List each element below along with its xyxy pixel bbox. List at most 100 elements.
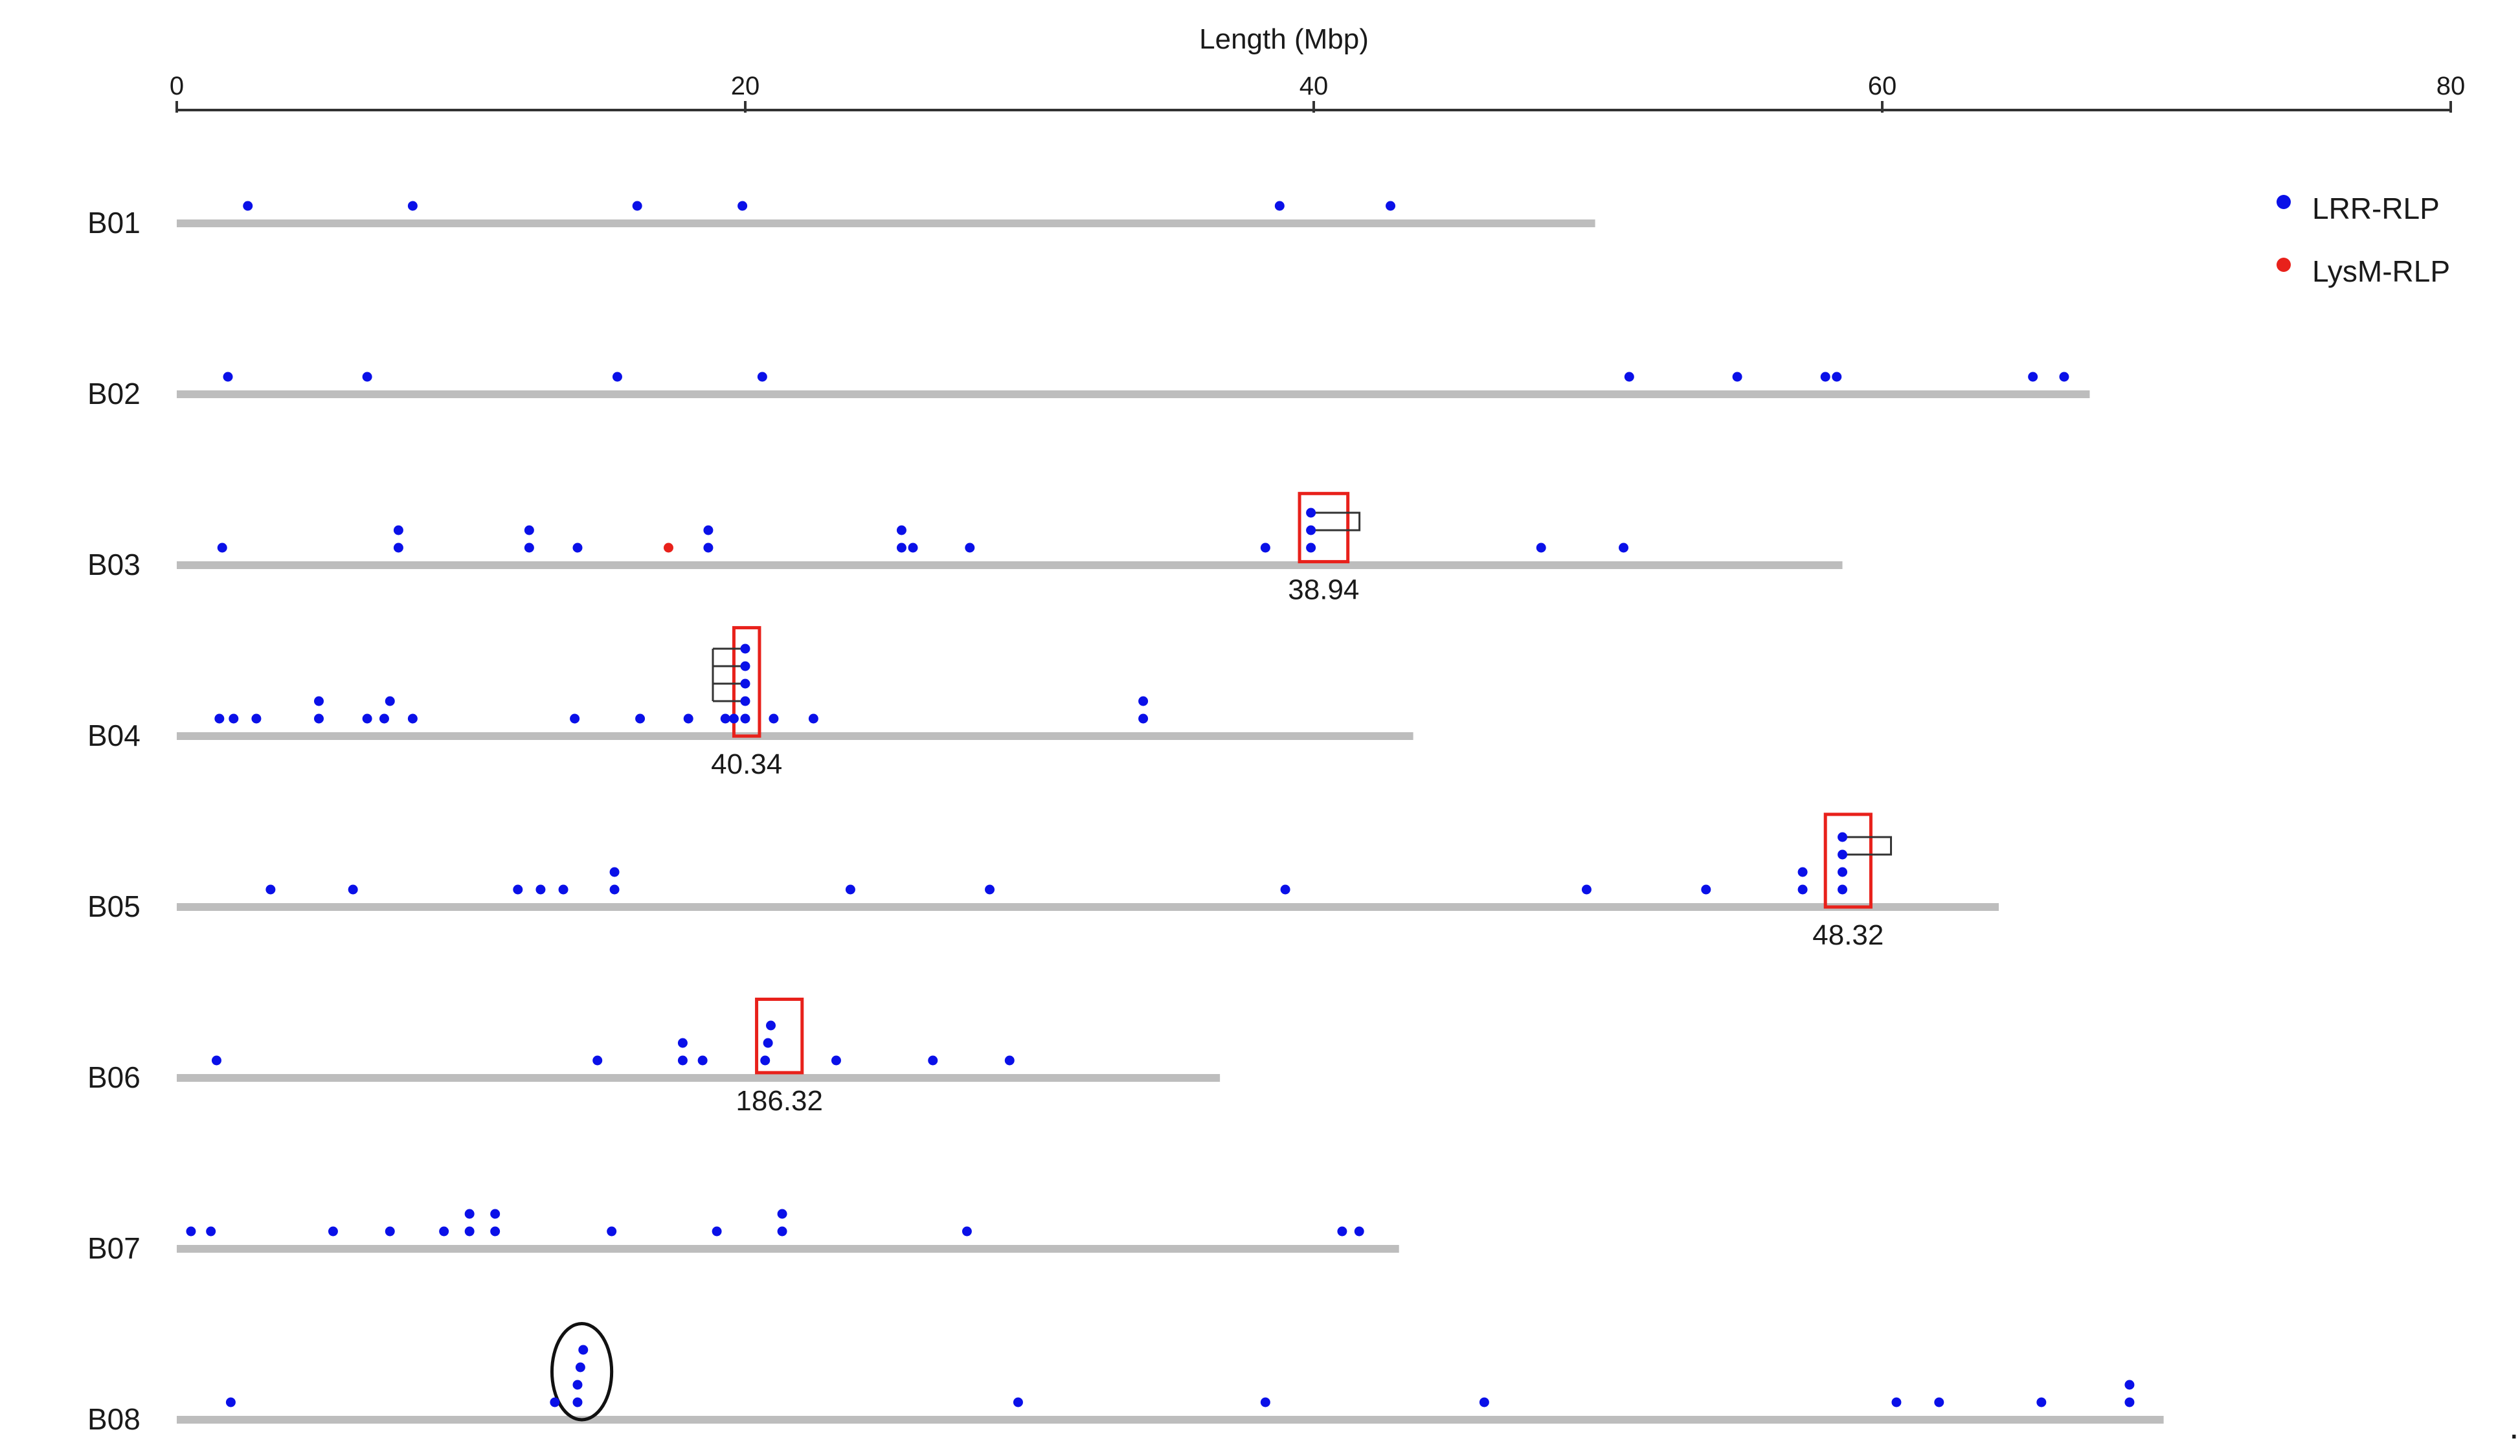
- x-tick-label: 40: [1299, 72, 1329, 100]
- lrr-rlp-point: [407, 713, 418, 724]
- lrr-rlp-point: [1832, 372, 1842, 382]
- lysm-rlp-point: [663, 543, 673, 553]
- lrr-rlp-point: [211, 1055, 221, 1066]
- lrr-rlp-point: [1386, 201, 1396, 211]
- highlight-box-label: 40.34: [711, 748, 782, 780]
- x-tick-label: 80: [2436, 72, 2466, 100]
- lrr-rlp-point: [769, 713, 779, 724]
- highlight-box-b03: [1298, 491, 1350, 564]
- lrr-rlp-point: [550, 1397, 560, 1407]
- lrr-rlp-point: [572, 1397, 583, 1407]
- lrr-rlp-point: [1732, 372, 1742, 382]
- lrr-rlp-point: [265, 884, 276, 895]
- lrr-rlp-point: [362, 713, 372, 724]
- lrr-rlp-point: [766, 1020, 776, 1031]
- lrr-rlp-point: [379, 713, 389, 724]
- lrr-rlp-point: [777, 1209, 787, 1219]
- lrr-rlp-point: [720, 713, 730, 724]
- lrr-rlp-point: [229, 713, 239, 724]
- chromosome-label-b01: B01: [87, 206, 141, 240]
- x-tick-label: 60: [1868, 72, 1897, 100]
- lrr-rlp-point: [1536, 543, 1546, 553]
- lrr-rlp-point: [632, 201, 642, 211]
- chromosome-label-b02: B02: [87, 377, 141, 410]
- legend-marker: [2277, 195, 2291, 209]
- lrr-rlp-point: [1797, 884, 1808, 895]
- lrr-rlp-point: [1838, 832, 1848, 842]
- lrr-rlp-point: [1138, 713, 1149, 724]
- lrr-rlp-point: [2028, 372, 2038, 382]
- lrr-rlp-point: [740, 696, 750, 706]
- lrr-rlp-point: [1013, 1397, 1023, 1407]
- highlight-box-b04: [732, 626, 761, 738]
- lrr-rlp-point: [677, 1055, 688, 1066]
- trailing-mark: .: [2509, 1406, 2519, 1446]
- lrr-rlp-point: [609, 867, 620, 877]
- lrr-rlp-point: [513, 884, 523, 895]
- highlight-box-b05: [1823, 812, 1873, 909]
- lrr-rlp-point: [578, 1345, 589, 1355]
- lrr-rlp-point: [808, 713, 818, 724]
- lrr-rlp-point: [1624, 372, 1634, 382]
- lrr-rlp-point: [763, 1038, 773, 1048]
- lrr-rlp-point: [728, 713, 739, 724]
- chromosome-label-b08: B08: [87, 1402, 141, 1436]
- lrr-rlp-point: [251, 713, 262, 724]
- lrr-rlp-point: [592, 1055, 603, 1066]
- lrr-rlp-point: [243, 201, 253, 211]
- lrr-rlp-point: [393, 543, 403, 553]
- highlight-oval-b08: [550, 1322, 614, 1422]
- x-tick-label: 20: [731, 72, 760, 100]
- lrr-rlp-point: [1004, 1055, 1015, 1066]
- gene-points: [186, 201, 2135, 1407]
- lrr-rlp-point: [1838, 849, 1848, 860]
- lrr-rlp-point: [962, 1226, 972, 1237]
- lrr-rlp-point: [737, 201, 748, 211]
- lrr-rlp-point: [1619, 543, 1629, 553]
- lrr-rlp-point: [607, 1226, 617, 1237]
- chromosome-label-b04: B04: [87, 719, 141, 752]
- lrr-rlp-point: [777, 1226, 787, 1237]
- lrr-rlp-point: [575, 1362, 585, 1372]
- tandem-bracket: [1842, 836, 1893, 856]
- lrr-rlp-point: [490, 1209, 501, 1219]
- lrr-rlp-point: [677, 1038, 688, 1048]
- lrr-rlp-point: [1306, 508, 1316, 518]
- lrr-rlp-point: [217, 543, 227, 553]
- lrr-rlp-point: [896, 543, 906, 553]
- lrr-rlp-point: [1891, 1397, 1902, 1407]
- lrr-rlp-point: [740, 644, 750, 654]
- lrr-rlp-point: [1701, 884, 1711, 895]
- lrr-rlp-point: [703, 525, 714, 535]
- lrr-rlp-point: [2036, 1397, 2047, 1407]
- lrr-rlp-point: [570, 713, 580, 724]
- lrr-rlp-point: [760, 1055, 771, 1066]
- chromosome-label-b05: B05: [87, 890, 141, 923]
- chromosome-label-b03: B03: [87, 548, 141, 581]
- lrr-rlp-point: [225, 1397, 236, 1407]
- legend-label: LysM-RLP: [2312, 254, 2450, 288]
- lrr-rlp-point: [1820, 372, 1830, 382]
- lrr-rlp-point: [740, 661, 750, 671]
- lrr-rlp-point: [831, 1055, 841, 1066]
- lrr-rlp-point: [2059, 372, 2069, 382]
- lrr-rlp-point: [740, 713, 750, 724]
- lrr-rlp-point: [393, 525, 403, 535]
- lrr-rlp-point: [1260, 543, 1270, 553]
- lrr-rlp-point: [186, 1226, 196, 1237]
- lrr-rlp-point: [1274, 201, 1285, 211]
- lrr-rlp-point: [223, 372, 233, 382]
- lrr-rlp-point: [683, 713, 693, 724]
- chromosome-label-b06: B06: [87, 1060, 141, 1094]
- legend-label: LRR-RLP: [2312, 192, 2440, 225]
- lrr-rlp-point: [206, 1226, 216, 1237]
- lrr-rlp-point: [612, 372, 622, 382]
- x-tick-label: 0: [170, 72, 184, 100]
- lrr-rlp-point: [703, 543, 714, 553]
- legend-marker: [2277, 258, 2291, 272]
- lrr-rlp-point: [1354, 1226, 1364, 1237]
- lrr-rlp-point: [2124, 1397, 2135, 1407]
- annotations: 38.94 40.34 48.32 186.32: [550, 491, 1893, 1422]
- lrr-rlp-point: [1934, 1397, 1944, 1407]
